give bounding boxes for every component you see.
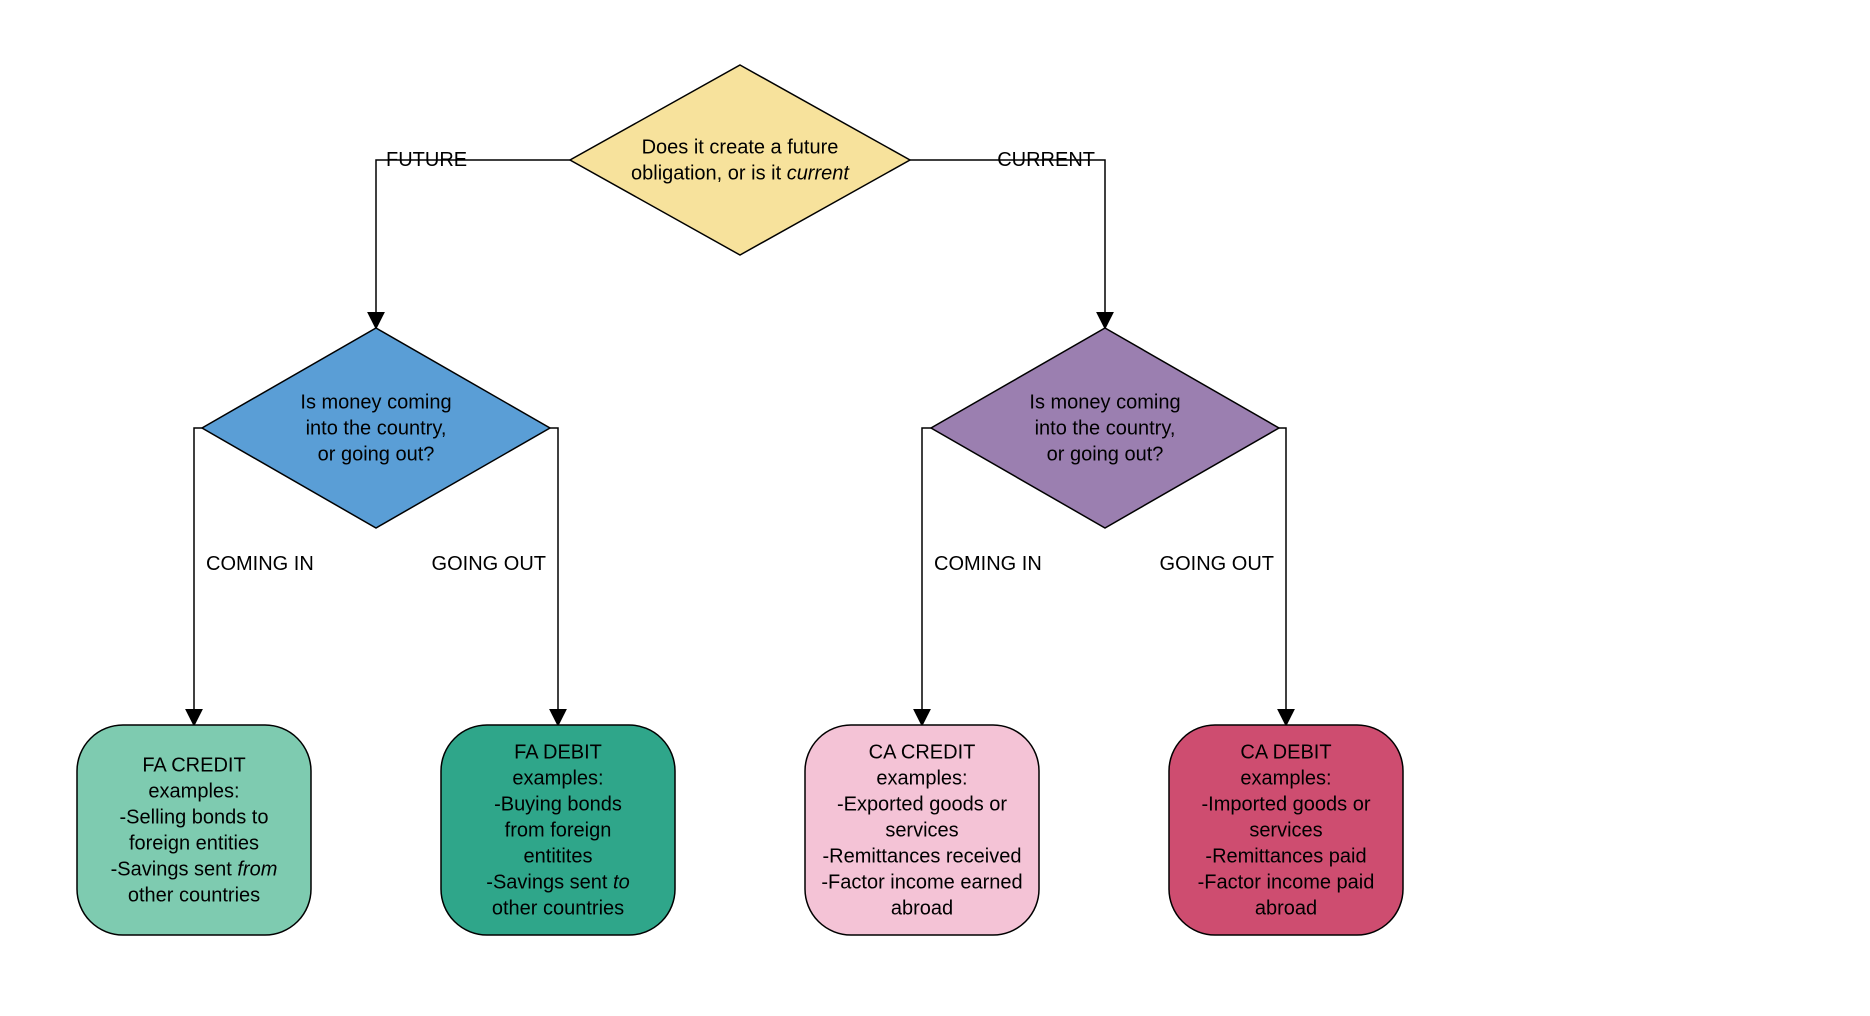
decision-node: [570, 65, 910, 255]
edge-label: COMING IN: [206, 553, 314, 575]
flow-edge: [1279, 428, 1286, 725]
edge-label: COMING IN: [934, 553, 1042, 575]
flow-edge: [910, 160, 1105, 328]
node-text: Is money cominginto the country,or going…: [1029, 392, 1180, 466]
edge-label: FUTURE: [386, 149, 467, 171]
node-text: Is money cominginto the country,or going…: [300, 392, 451, 466]
flow-edge: [550, 428, 558, 725]
edge-label: CURRENT: [997, 149, 1095, 171]
flow-edge: [376, 160, 570, 328]
edge-label: GOING OUT: [432, 553, 546, 575]
edge-label: GOING OUT: [1160, 553, 1274, 575]
flow-edge: [922, 428, 931, 725]
flow-edge: [194, 428, 202, 725]
